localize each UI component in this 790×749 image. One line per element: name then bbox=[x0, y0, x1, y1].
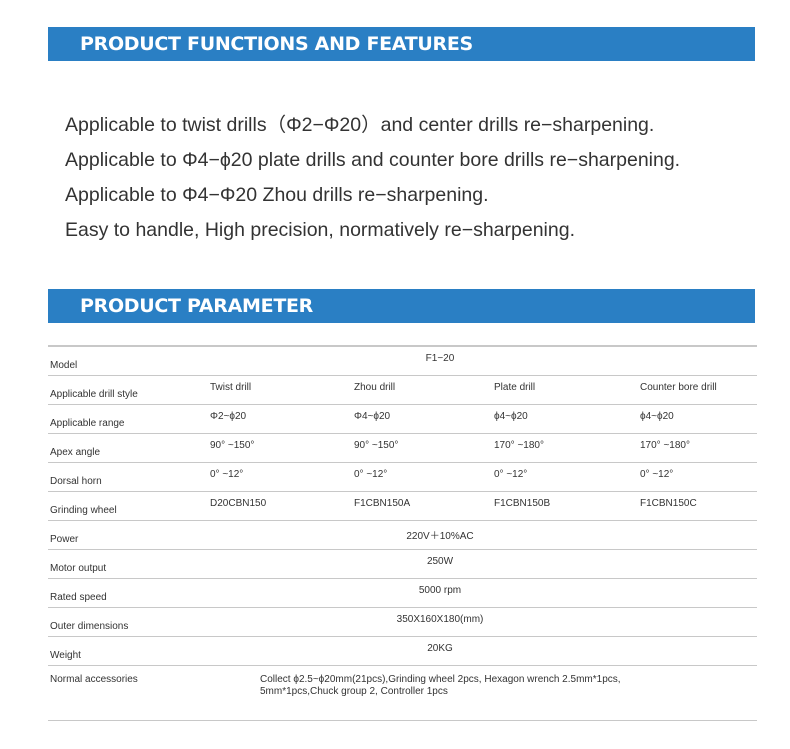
parameter-banner: PRODUCT PARAMETER bbox=[48, 289, 755, 323]
row-label: Grinding wheel bbox=[50, 505, 117, 516]
accessories-value: Collect ϕ2.5~ϕ20mm(21pcs),Grinding wheel… bbox=[260, 674, 621, 698]
row-value: 0° ~12° bbox=[494, 469, 528, 480]
row-value: 90° ~150° bbox=[354, 440, 399, 451]
table-row: Power 220V＋10%AC bbox=[48, 521, 757, 550]
row-label: Applicable drill style bbox=[50, 389, 138, 400]
row-value: 220V＋10%AC bbox=[406, 531, 474, 542]
row-value: F1CBN150C bbox=[640, 498, 697, 509]
row-value: Counter bore drill bbox=[640, 382, 717, 393]
accessories-line: 5mm*1pcs,Chuck group 2, Controller 1pcs bbox=[260, 686, 448, 697]
row-value: 5000 rpm bbox=[418, 585, 462, 596]
feature-item: Easy to handle, High precision, normativ… bbox=[65, 219, 575, 241]
row-value: F1CBN150A bbox=[354, 498, 411, 509]
row-value: F1−20 bbox=[425, 353, 455, 364]
table-row: Normal accessories Collect ϕ2.5~ϕ20mm(21p… bbox=[48, 666, 757, 721]
row-value: 170° ~180° bbox=[494, 440, 544, 451]
feature-item: Applicable to twist drills（Φ2−Φ20）and ce… bbox=[65, 114, 655, 136]
row-value: F1CBN150B bbox=[494, 498, 551, 509]
table-row: Outer dimensions 350X160X180(mm) bbox=[48, 608, 757, 637]
row-label: Motor output bbox=[50, 563, 107, 574]
row-label: Power bbox=[50, 534, 79, 545]
row-label: Outer dimensions bbox=[50, 621, 129, 632]
feature-item: Applicable to Φ4−Φ20 Zhou drills re−shar… bbox=[65, 184, 489, 206]
row-value: 250W bbox=[426, 556, 454, 567]
row-value: 0° ~12° bbox=[354, 469, 388, 480]
row-value: Plate drill bbox=[494, 382, 536, 393]
table-row: Apex angle 90° ~150° 90° ~150° 170° ~180° 17… bbox=[48, 434, 757, 463]
row-value: ϕ4~ϕ20 bbox=[640, 411, 674, 422]
table-row: Applicable range Φ2~ϕ20 Φ4~ϕ20 ϕ4~ϕ20 ϕ4~ϕ20 bbox=[48, 405, 757, 434]
row-label: Weight bbox=[50, 650, 81, 661]
parameter-table: Model F1−20 Applicable drill style Twist … bbox=[48, 345, 757, 721]
row-value: ϕ4~ϕ20 bbox=[494, 411, 528, 422]
row-value: 0° ~12° bbox=[210, 469, 244, 480]
row-value: 0° ~12° bbox=[640, 469, 674, 480]
row-value: 20KG bbox=[427, 643, 453, 654]
features-list: Applicable to twist drills（Φ2−Φ20）and ce… bbox=[65, 108, 680, 248]
row-label: Dorsal horn bbox=[50, 476, 102, 487]
table-row: Weight 20KG bbox=[48, 637, 757, 666]
row-value: Twist drill bbox=[210, 382, 252, 393]
table-row: Grinding wheel D20CBN150 F1CBN150A F1CBN150… bbox=[48, 492, 757, 521]
row-value: 350X160X180(mm) bbox=[396, 614, 484, 625]
row-label: Applicable range bbox=[50, 418, 125, 429]
table-row: Motor output 250W bbox=[48, 550, 757, 579]
row-label: Rated speed bbox=[50, 592, 107, 603]
row-value: 90° ~150° bbox=[210, 440, 255, 451]
table-row: Dorsal horn 0° ~12° 0° ~12° 0° ~12° 0° ~12° bbox=[48, 463, 757, 492]
row-value: Φ4~ϕ20 bbox=[354, 411, 391, 422]
row-value: Φ2~ϕ20 bbox=[210, 411, 247, 422]
row-label: Apex angle bbox=[50, 447, 101, 458]
row-value: 170° ~180° bbox=[640, 440, 690, 451]
table-row: Model F1−20 bbox=[48, 347, 757, 376]
feature-item: Applicable to Φ4−ϕ20 plate drills and co… bbox=[65, 149, 681, 171]
row-value: Zhou drill bbox=[354, 382, 396, 393]
row-label: Model bbox=[50, 360, 78, 371]
table-row: Rated speed 5000 rpm bbox=[48, 579, 757, 608]
accessories-line: Collect ϕ2.5~ϕ20mm(21pcs),Grinding wheel… bbox=[260, 674, 621, 685]
row-label: Normal accessories bbox=[50, 674, 138, 685]
table-row: Applicable drill style Twist drill Zhou dr… bbox=[48, 376, 757, 405]
features-banner: PRODUCT FUNCTIONS AND FEATURES bbox=[48, 27, 755, 61]
row-value: D20CBN150 bbox=[210, 498, 267, 509]
